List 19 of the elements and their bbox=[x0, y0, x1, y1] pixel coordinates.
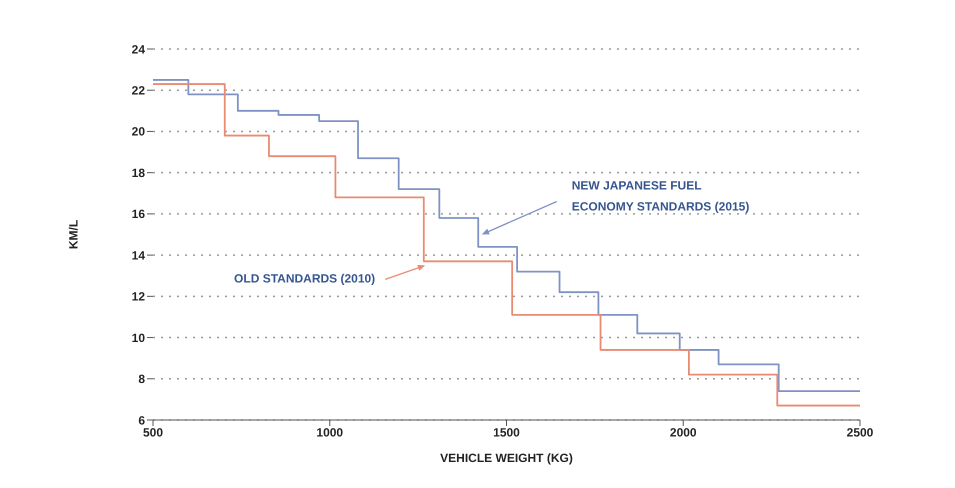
annotation: NEW JAPANESE FUEL ECONOMY STANDARDS (2015) bbox=[572, 178, 750, 214]
y-tick-label: 22 bbox=[132, 83, 146, 98]
y-tick-label: 8 bbox=[138, 372, 146, 386]
y-tick-label: 16 bbox=[132, 207, 146, 222]
x-tick-label: 500 bbox=[142, 426, 164, 440]
x-tick-label: 1500 bbox=[493, 426, 520, 440]
y-axis-title: KM/L bbox=[66, 220, 80, 250]
x-tick-label: 1000 bbox=[316, 426, 344, 440]
y-tick-label: 12 bbox=[132, 290, 146, 304]
y-tick-label: 10 bbox=[132, 330, 146, 345]
y-tick-label: 18 bbox=[132, 166, 146, 180]
y-tick-label: 24 bbox=[132, 42, 146, 56]
y-tick-label: 20 bbox=[132, 124, 146, 139]
x-tick-label: 2500 bbox=[846, 426, 874, 440]
y-tick-label: 14 bbox=[132, 248, 146, 262]
annotation: OLD STANDARDS (2010) bbox=[234, 271, 376, 286]
x-axis-title: VEHICLE WEIGHT (KG) bbox=[440, 451, 573, 465]
x-tick-label: 2000 bbox=[670, 426, 697, 440]
y-tick-label: 6 bbox=[138, 413, 146, 428]
